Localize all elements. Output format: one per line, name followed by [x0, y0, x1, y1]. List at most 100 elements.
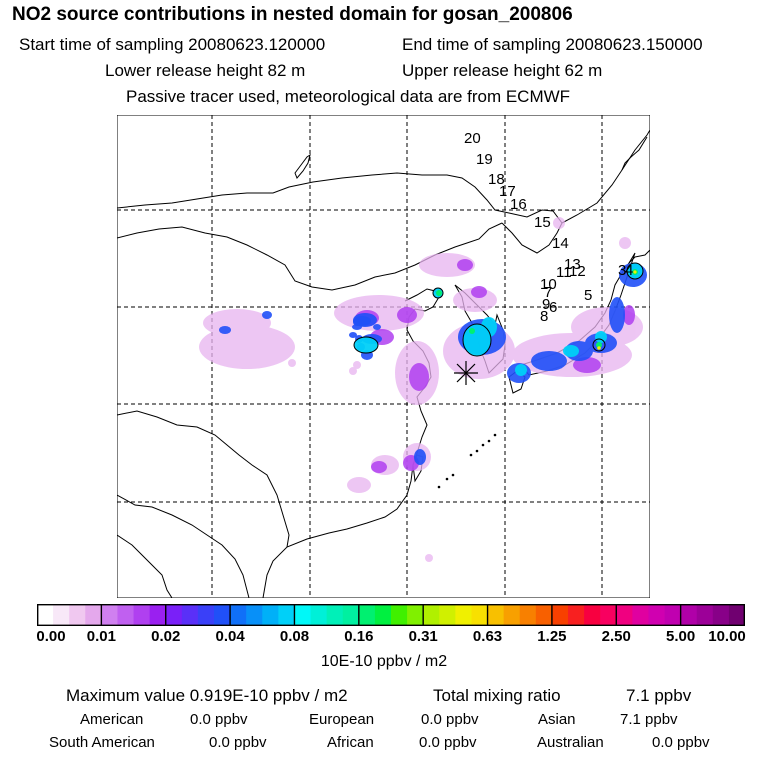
legend-tick-label: 0.01 — [86, 628, 116, 645]
western-china-border — [117, 410, 290, 548]
mongolia-border — [117, 172, 563, 224]
legend-swatch — [535, 604, 553, 626]
legend-swatch — [85, 604, 102, 626]
legend-swatch — [503, 604, 521, 626]
mongolia-south-border — [117, 222, 503, 291]
islands — [437, 433, 497, 489]
legend-tick-label: 0.00 — [36, 628, 66, 645]
russia-east-coast — [561, 129, 650, 224]
region-name: South American — [49, 734, 155, 751]
legend-swatch — [133, 604, 151, 626]
region-value: 0.0 ppbv — [421, 711, 479, 728]
legend-swatch — [214, 604, 231, 626]
end-time-label: End time of sampling 20080623.150000 — [402, 35, 703, 54]
legend-swatch — [310, 604, 328, 626]
legend-tick-label: 0.63 — [472, 628, 503, 645]
legend-swatch — [181, 604, 199, 626]
trajectory-label: 19 — [476, 151, 493, 168]
trajectory-label: 16 — [510, 196, 527, 213]
legend-tick-label: 0.02 — [151, 628, 181, 645]
trajectory-label: 7 — [544, 284, 552, 301]
trajectory-label: 18 — [488, 171, 505, 188]
trajectory-label: 12 — [569, 263, 586, 280]
color-legend-bar — [37, 604, 745, 626]
legend-tick-label: 1.25 — [537, 628, 567, 645]
legend-swatch — [358, 604, 376, 626]
legend-swatch — [101, 604, 118, 626]
contribution-field — [199, 217, 647, 562]
legend-swatch — [696, 604, 714, 626]
legend-swatch — [584, 604, 601, 626]
legend-swatch — [648, 604, 665, 626]
legend-frame — [37, 604, 745, 626]
manchuria-border — [501, 222, 563, 254]
legend-swatch — [551, 604, 569, 626]
trajectory-label: 3 — [618, 262, 626, 279]
legend-unit: 10E-10 ppbv / m2 — [320, 653, 448, 670]
legend-swatch — [728, 604, 745, 626]
legend-tick-label: 0.08 — [279, 628, 310, 645]
legend-swatch — [471, 604, 488, 626]
map-title: NO2 source contributions in nested domai… — [12, 4, 573, 25]
legend-swatch — [712, 604, 730, 626]
legend-swatch — [262, 604, 279, 626]
region-name: Asian — [538, 711, 576, 728]
legend-swatch — [165, 604, 183, 626]
legend-swatch — [294, 604, 311, 626]
legend-tick-label: 2.50 — [601, 628, 631, 645]
legend-tick-label: 0.16 — [344, 628, 374, 645]
upper-release-label: Upper release height 62 m — [402, 61, 603, 80]
region-name: African — [327, 734, 374, 751]
region-value: 0.0 ppbv — [419, 734, 477, 751]
trajectory-label: 6 — [549, 299, 557, 316]
region-value: 0.0 ppbv — [652, 734, 710, 751]
source-contribution-map: 20 19 18 17 16 15 14 13 12 11 10 9 8 7 6… — [117, 115, 650, 598]
legend-swatch — [600, 604, 617, 626]
legend-swatch — [519, 604, 537, 626]
legend-swatch — [53, 604, 70, 626]
total-mixing-value: 7.1 ppbv — [626, 686, 692, 705]
region-value: 0.0 ppbv — [190, 711, 248, 728]
trajectory-label: 20 — [464, 130, 481, 147]
region-value: 0.0 ppbv — [209, 734, 267, 751]
legend-swatch — [246, 604, 263, 626]
legend-swatch — [680, 604, 698, 626]
legend-swatch — [278, 604, 295, 626]
legend-swatch — [117, 604, 134, 626]
legend-swatch — [568, 604, 585, 626]
india-border — [117, 534, 173, 598]
legend-swatch — [439, 604, 456, 626]
coastlines — [117, 129, 650, 598]
legend-swatch — [149, 604, 167, 626]
region-name: American — [80, 711, 144, 728]
trajectory-label: 17 — [499, 183, 516, 200]
maximum-value: Maximum value 0.919E-10 ppbv / m2 — [66, 686, 348, 705]
receptor-marker — [454, 361, 478, 385]
tracer-note: Passive tracer used, meteorological data… — [126, 87, 571, 106]
legend-swatch — [37, 604, 54, 626]
total-mixing-label: Total mixing ratio — [433, 686, 561, 705]
sakhalin — [621, 136, 648, 171]
legend-swatch — [374, 604, 392, 626]
trajectory-label: 11 — [556, 264, 572, 281]
legend-swatch — [391, 604, 408, 626]
lower-release-label: Lower release height 82 m — [105, 61, 306, 80]
legend-tick-label: 0.04 — [215, 628, 245, 645]
trajectory-label: 10 — [540, 276, 557, 293]
region-name: European — [309, 711, 375, 728]
legend-swatch — [423, 604, 440, 626]
indochina-border — [117, 494, 250, 598]
legend-swatch — [326, 604, 344, 626]
lake-baikal-outline — [294, 153, 311, 179]
legend-swatch — [455, 604, 472, 626]
trajectory-label: 14 — [552, 235, 569, 252]
trajectory-label: 5 — [584, 287, 592, 304]
trajectory-labels: 20 19 18 17 16 15 14 13 12 11 10 9 8 7 6… — [464, 130, 633, 325]
legend-tick-label: 0.31 — [408, 628, 438, 645]
japan-hokkaido — [628, 249, 650, 264]
legend-swatch — [632, 604, 649, 626]
legend-tick-label: 10.00 — [708, 628, 746, 645]
legend-swatch — [230, 604, 247, 626]
trajectory-label: 4 — [625, 262, 633, 279]
start-time-label: Start time of sampling 20080623.120000 — [19, 35, 326, 54]
